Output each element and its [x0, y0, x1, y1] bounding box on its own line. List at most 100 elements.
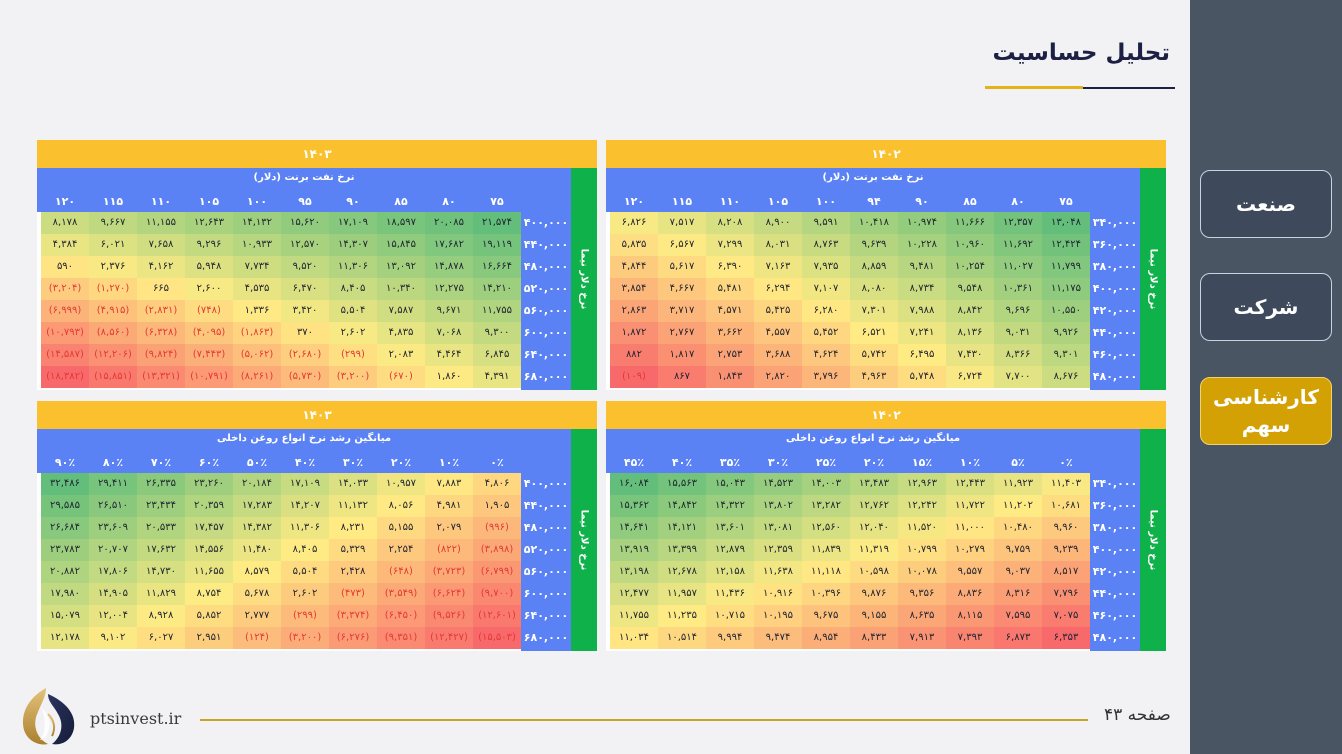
table-cell: ۱۵,۸۴۵ [377, 234, 425, 256]
table-cell: ۹,۹۲۶ [1042, 322, 1090, 344]
table-cell: ۵,۷۴۲ [850, 344, 898, 366]
table-cell: ۱۳,۰۴۸ [1042, 212, 1090, 234]
table-cell: ۱۲,۴۷۷ [610, 583, 658, 605]
table-cell: ۱۰,۹۳۳ [233, 234, 281, 256]
table-cell: ۱۱,۲۰۲ [994, 495, 1042, 517]
table-cell: ۱۳,۸۰۲ [754, 495, 802, 517]
table-cell: ۲,۰۷۹ [425, 517, 473, 539]
table-cell: ۱۰,۶۸۱ [1042, 495, 1090, 517]
table-cell: ۷,۷۹۶ [1042, 583, 1090, 605]
table-cell: (۷۴۸) [185, 300, 233, 322]
table-cell: ۱۳,۲۸۲ [802, 495, 850, 517]
table-cell: ۹,۸۷۶ [850, 583, 898, 605]
table-cell: ۶۶۵ [137, 278, 185, 300]
table-cell: ۹,۴۷۴ [754, 627, 802, 649]
table-cell: (۵,۷۳۰) [281, 366, 329, 388]
company-logo-icon [22, 688, 75, 745]
table-cell: ۳,۷۱۷ [658, 300, 706, 322]
table-cell: ۴,۵۵۷ [754, 322, 802, 344]
table-cell: ۱۱,۱۵۵ [137, 212, 185, 234]
table-cell: ۱۳,۳۹۹ [658, 539, 706, 561]
table-cell: ۱۱,۶۹۲ [994, 234, 1042, 256]
table-cell: (۶,۹۹۹) [41, 300, 89, 322]
table-cell: ۱۷,۹۸۰ [41, 583, 89, 605]
table-cell: ۲,۴۲۸ [329, 561, 377, 583]
table-cell: ۴,۵۷۱ [706, 300, 754, 322]
nav-company-button[interactable]: شرکت [1200, 273, 1332, 341]
table-cell: (۱۲,۲۰۶) [89, 344, 137, 366]
row-header: ۵۲۰,۰۰۰ [523, 282, 569, 295]
column-variable-label: میانگین رشد نرخ انواع روغن داخلی [216, 433, 392, 444]
column-header: ۹۴ [867, 195, 881, 208]
table-cell: ۶,۴۷۰ [281, 278, 329, 300]
table-cell: ۱۵,۶۲۰ [281, 212, 329, 234]
table-cell: ۲۳,۶۰۹ [89, 517, 137, 539]
table-cell: ۲,۸۲۰ [754, 366, 802, 388]
table-cell: (۴,۹۱۵) [89, 300, 137, 322]
column-header: ۰٪ [1059, 456, 1073, 469]
table-cell: ۱۱,۱۳۲ [329, 495, 377, 517]
website-link[interactable]: ptsinvest.ir [90, 709, 182, 728]
table-cell: (۱۰۹) [610, 366, 658, 388]
column-header: ۳۰٪ [767, 456, 789, 469]
row-header: ۴۰۰,۰۰۰ [523, 477, 569, 490]
row-variable-label: نرخ دلار نیما [1147, 509, 1159, 571]
table-cell: ۷,۵۸۷ [377, 300, 425, 322]
table-cell: ۲,۳۷۶ [89, 256, 137, 278]
table-cell: ۹,۶۳۹ [850, 234, 898, 256]
side-navigation: صنعت شرکت کارشناسی سهم [1190, 0, 1342, 754]
table-cell: ۱۱,۹۵۷ [658, 583, 706, 605]
column-header: ۹۰ [915, 195, 929, 208]
table-cell: ۹,۳۰۰ [473, 322, 521, 344]
table-cell: ۱۲,۱۵۸ [706, 561, 754, 583]
table-cell: ۸۸۲ [610, 344, 658, 366]
table-cell: ۱۴,۲۰۷ [281, 495, 329, 517]
table-cell: (۳,۲۰۰) [281, 627, 329, 649]
table-cell: ۱۲,۳۵۹ [754, 539, 802, 561]
row-header-band [521, 212, 571, 390]
table-cell: (۶,۷۹۹) [473, 561, 521, 583]
table-cell: (۲۹۹) [281, 605, 329, 627]
table-cell: ۶,۰۲۷ [137, 627, 185, 649]
column-header: ۹۵ [298, 195, 312, 208]
row-header: ۳۸۰,۰۰۰ [1092, 260, 1138, 273]
table-cell: ۵,۳۲۹ [329, 539, 377, 561]
column-header: ۱۰٪ [959, 456, 981, 469]
table-cell: ۵,۸۳۵ [610, 234, 658, 256]
row-header: ۴۸۰,۰۰۰ [1092, 631, 1138, 644]
table-cell: ۱۲,۱۷۸ [41, 627, 89, 649]
nav-expert-analysis-button[interactable]: کارشناسی سهم [1200, 377, 1332, 445]
column-header: ۱۲۰ [54, 195, 76, 208]
row-header: ۳۸۰,۰۰۰ [1092, 521, 1138, 534]
table-cell: ۱۵,۰۷۹ [41, 605, 89, 627]
table-cell: ۸,۳۶۶ [994, 344, 1042, 366]
column-header: ۱۱۰ [719, 195, 741, 208]
table-cell: ۲,۷۶۷ [658, 322, 706, 344]
table-cell: (۱۰,۷۹۱) [185, 366, 233, 388]
table-cell: ۷,۲۴۱ [898, 322, 946, 344]
table-cell: ۱۱,۹۲۳ [994, 473, 1042, 495]
table-cell: ۱۱,۴۰۳ [1042, 473, 1090, 495]
table-cell: (۱۵,۵۰۳) [473, 627, 521, 649]
column-header: ۸۰ [1011, 195, 1025, 208]
table-cell: ۱۴,۵۲۳ [754, 473, 802, 495]
table-cell: ۱۰,۷۹۹ [898, 539, 946, 561]
table-cell: (۳,۵۴۹) [377, 583, 425, 605]
table-cell: ۲۰,۱۸۴ [233, 473, 281, 495]
row-header: ۴۰۰,۰۰۰ [523, 216, 569, 229]
table-cell: ۴,۴۶۴ [425, 344, 473, 366]
table-cell: (۹۹۶) [473, 517, 521, 539]
row-header: ۴۸۰,۰۰۰ [1092, 370, 1138, 383]
table-cell: ۱۷,۱۰۹ [329, 212, 377, 234]
table-cell: (۲,۸۳۱) [137, 300, 185, 322]
sensitivity-table: ۱۴۰۳ میانگین رشد نرخ انواع روغن داخلی ۰٪ ۱۰… [37, 401, 597, 651]
nav-industry-button[interactable]: صنعت [1200, 170, 1332, 238]
row-header: ۶۸۰,۰۰۰ [523, 370, 569, 383]
table-cell: ۴,۳۹۱ [473, 366, 521, 388]
column-header: ۱۱۵ [671, 195, 693, 208]
table-cell: ۱۱,۳۰۶ [329, 256, 377, 278]
row-header: ۵۶۰,۰۰۰ [523, 304, 569, 317]
table-cell: ۱۴,۳۰۷ [329, 234, 377, 256]
row-header: ۴۲۰,۰۰۰ [1092, 304, 1138, 317]
table-cell: ۱۱,۰۰۰ [946, 517, 994, 539]
